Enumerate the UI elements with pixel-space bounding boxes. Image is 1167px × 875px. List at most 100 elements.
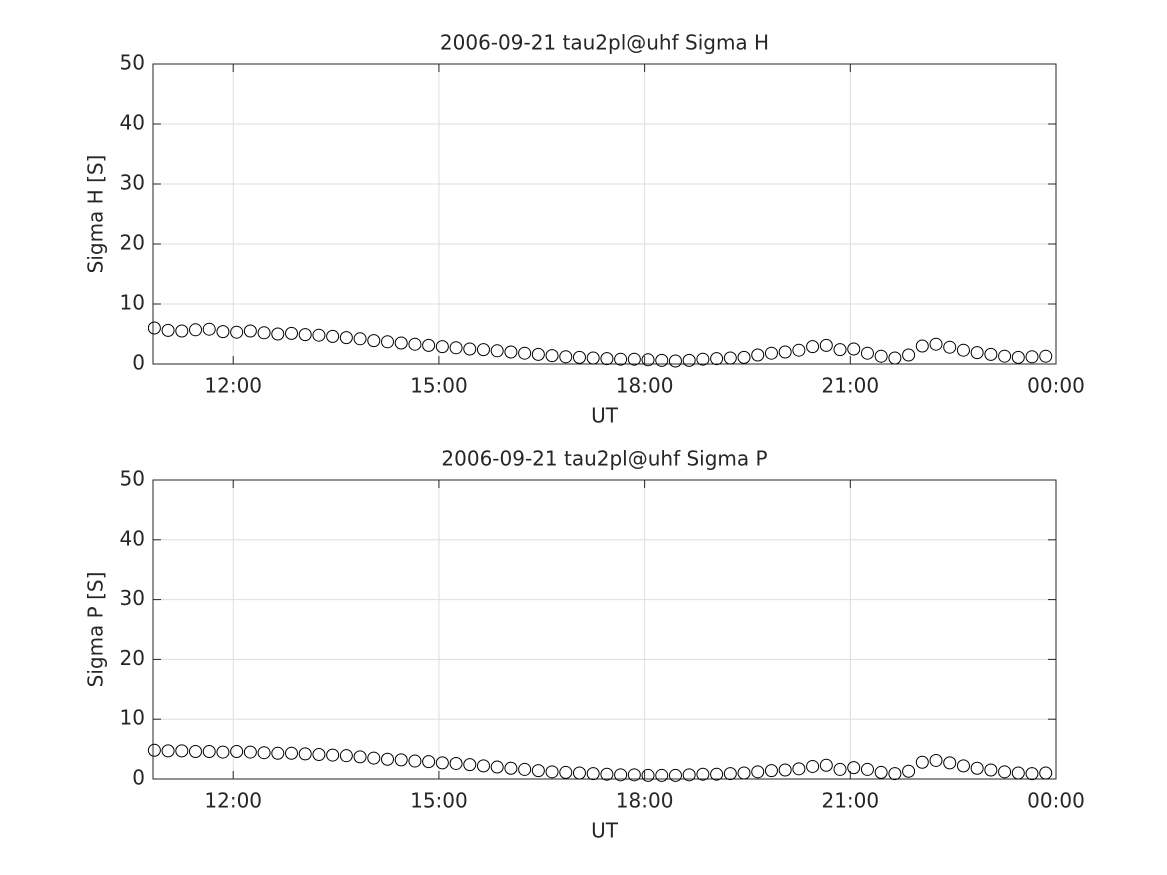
data-point	[696, 352, 710, 366]
data-point	[929, 337, 943, 351]
data-point	[627, 352, 641, 366]
data-point	[819, 338, 833, 352]
data-point	[312, 328, 326, 342]
data-point	[778, 345, 792, 359]
data-point	[559, 765, 573, 779]
data-point	[175, 324, 189, 338]
data-point	[435, 756, 449, 770]
data-point	[326, 748, 340, 762]
data-point	[380, 335, 394, 349]
data-point	[600, 352, 614, 366]
data-point	[998, 349, 1012, 363]
data-point	[518, 762, 532, 776]
data-point	[504, 761, 518, 775]
data-point	[1025, 350, 1039, 364]
data-point	[285, 746, 299, 760]
data-point	[764, 346, 778, 360]
data-point	[216, 325, 230, 339]
data-point	[463, 758, 477, 772]
data-point	[751, 765, 765, 779]
data-point	[627, 768, 641, 782]
data-point	[847, 761, 861, 775]
data-point	[161, 744, 175, 758]
data-point	[641, 768, 655, 782]
y-axis-label: Sigma P [S]	[84, 572, 108, 688]
data-point	[956, 759, 970, 773]
data-point	[600, 767, 614, 781]
data-point	[476, 759, 490, 773]
data-point	[271, 327, 285, 341]
data-point	[257, 746, 271, 760]
data-point	[1039, 766, 1053, 780]
data-point	[1039, 349, 1053, 363]
data-point	[806, 759, 820, 773]
data-point	[614, 352, 628, 366]
x-tick-label: 00:00	[1027, 789, 1085, 813]
data-point	[339, 749, 353, 763]
y-tick-label: 40	[120, 526, 145, 550]
data-point	[586, 351, 600, 365]
data-point	[833, 343, 847, 357]
data-point	[888, 767, 902, 781]
data-point	[435, 340, 449, 354]
data-point	[298, 328, 312, 342]
y-tick-label: 0	[132, 351, 145, 375]
x-tick-label: 15:00	[410, 789, 468, 813]
x-tick-label: 18:00	[616, 374, 674, 398]
data-point	[860, 346, 874, 360]
data-point	[216, 745, 230, 759]
data-point	[559, 350, 573, 364]
data-point	[710, 352, 724, 366]
plot-area	[153, 480, 1056, 779]
data-point	[572, 350, 586, 364]
data-point	[422, 338, 436, 352]
x-axis-label: UT	[591, 404, 619, 428]
data-point	[915, 755, 929, 769]
data-point	[682, 768, 696, 782]
data-point	[353, 332, 367, 346]
data-point	[490, 760, 504, 774]
data-point	[147, 321, 161, 335]
data-point	[943, 756, 957, 770]
data-point	[285, 326, 299, 340]
data-point	[943, 340, 957, 354]
data-point	[641, 353, 655, 367]
x-tick-label: 12:00	[204, 374, 262, 398]
plot-area	[153, 64, 1056, 364]
data-point	[929, 753, 943, 767]
data-point	[422, 755, 436, 769]
x-tick-label: 00:00	[1027, 374, 1085, 398]
data-point	[970, 761, 984, 775]
data-point	[710, 767, 724, 781]
data-point	[463, 342, 477, 356]
data-point	[737, 350, 751, 364]
data-point	[696, 767, 710, 781]
data-point	[353, 750, 367, 764]
data-point	[518, 346, 532, 360]
data-point	[545, 349, 559, 363]
data-point	[572, 766, 586, 780]
chart-title: 2006-09-21 tau2pl@uhf Sigma P	[441, 447, 767, 471]
data-point	[970, 346, 984, 360]
x-tick-label: 21:00	[821, 374, 879, 398]
data-point	[902, 348, 916, 362]
data-point	[476, 343, 490, 357]
data-point	[367, 751, 381, 765]
plot-frame	[152, 479, 1057, 780]
data-point	[531, 764, 545, 778]
data-point	[449, 756, 463, 770]
data-point	[394, 753, 408, 767]
data-point	[243, 324, 257, 338]
data-point	[490, 344, 504, 358]
chart-title: 2006-09-21 tau2pl@uhf Sigma H	[440, 31, 769, 55]
data-point	[586, 767, 600, 781]
data-point	[545, 765, 559, 779]
data-point	[792, 762, 806, 776]
data-point	[737, 766, 751, 780]
x-tick-label: 15:00	[410, 374, 468, 398]
data-point	[312, 747, 326, 761]
data-point	[847, 342, 861, 356]
data-point	[1025, 767, 1039, 781]
data-point	[984, 347, 998, 361]
